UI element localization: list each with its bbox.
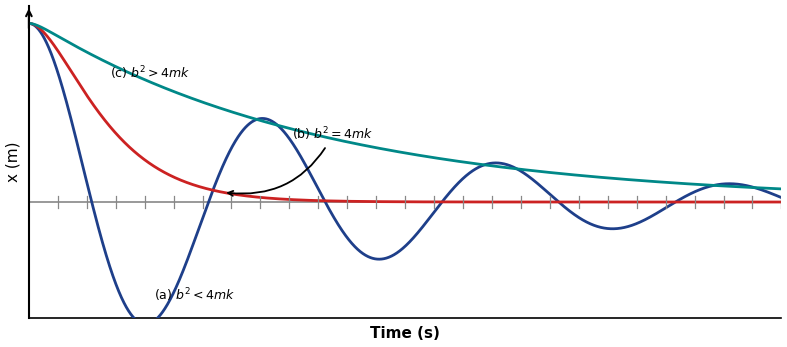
- Text: (a) $b^2 < 4mk$: (a) $b^2 < 4mk$: [154, 286, 235, 304]
- Y-axis label: x (m): x (m): [6, 142, 20, 182]
- Text: (c) $b^2 > 4mk$: (c) $b^2 > 4mk$: [110, 65, 191, 82]
- X-axis label: Time (s): Time (s): [370, 327, 440, 341]
- Text: (b) $b^2 = 4mk$: (b) $b^2 = 4mk$: [228, 125, 374, 196]
